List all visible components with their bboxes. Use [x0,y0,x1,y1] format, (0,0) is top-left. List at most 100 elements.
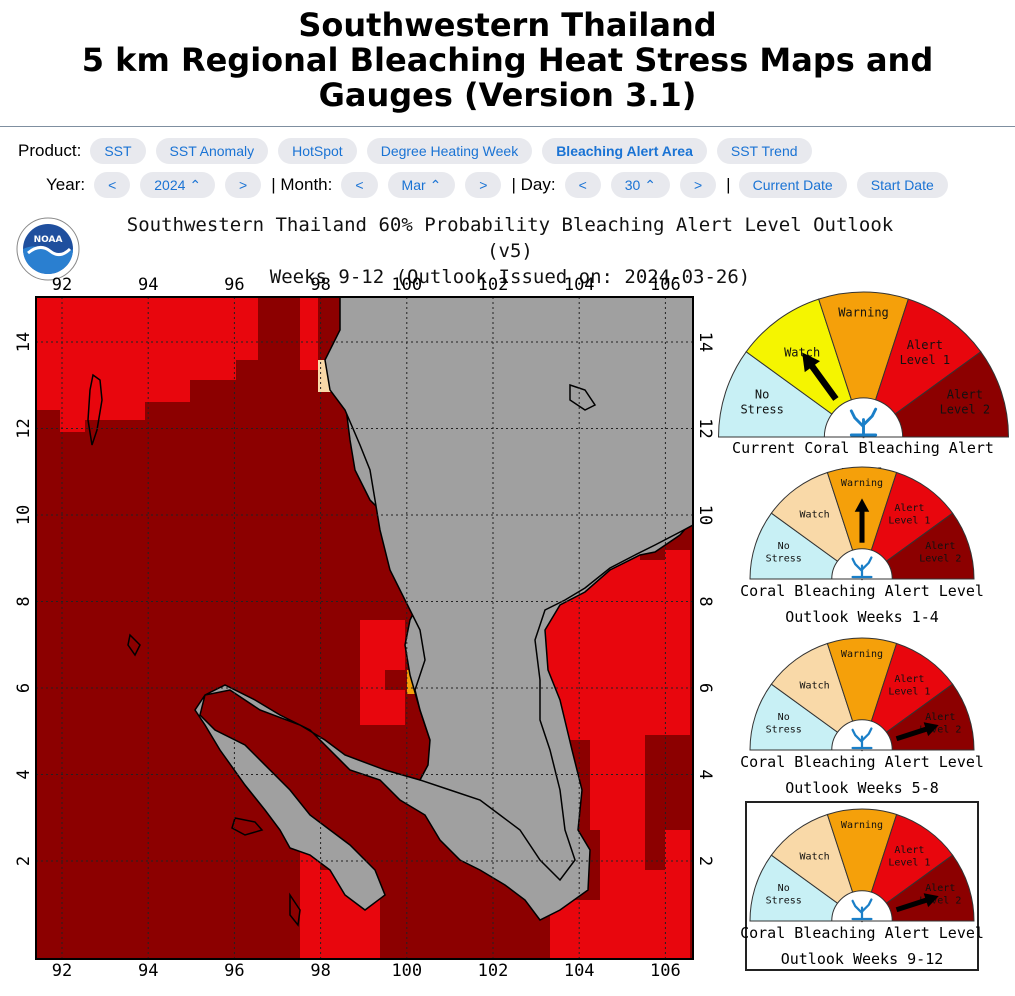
lon-tick-label-bottom: 106 [650,961,681,981]
product-label: Product: [18,141,82,160]
lat-tick-label-right: 12 [695,418,715,438]
gauge-segment-alert-level-1 [862,298,982,439]
gauge-label-alert-level-2: Level 2 [940,403,991,417]
gauge-label-watch: Watch [800,680,830,691]
map-title-line-2: Weeks 9-12 (Outlook Issued on: 2024-03-2… [269,266,751,288]
gauge-label-watch: Watch [800,851,830,862]
lon-tick-label-top: 102 [478,275,509,295]
gauge-arrow [854,498,870,543]
coral-icon [849,407,878,437]
lon-tick-label-bottom: 92 [52,961,72,981]
year-prev-button[interactable]: < [94,172,131,198]
gauge-label-alert-level-1: Alert [894,503,924,514]
day-select[interactable]: 30 ⌃ [610,172,670,198]
longitude-ticks-bottom: 92 94 96 98 100 102 104 106 [52,961,681,981]
lon-tick-label-bottom: 100 [391,961,422,981]
gauge-outlook-5-8-caption: Coral Bleaching Alert Level Outlook Week… [740,749,984,801]
month-select[interactable]: Mar ⌃ [387,172,456,198]
gauge-center [831,890,893,922]
gauge-label-no-stress: Stress [740,403,783,417]
map-title-line-1: Southwestern Thailand 60% Probability Bl… [126,214,894,262]
lon-tick-label-top: 92 [52,275,72,295]
product-dhw-button[interactable]: Degree Heating Week [366,138,533,164]
coral-icon [851,727,873,750]
month-label: | Month: [271,175,333,194]
lat-tick-label-left: 2 [14,856,34,866]
lat-tick-label-left: 14 [14,332,34,352]
gauge-label-no-stress: No [778,712,790,723]
title-line-3: Gauges (Version 3.1) [318,76,697,114]
lon-tick-label-bottom: 94 [138,961,158,981]
year-next-button[interactable]: > [225,172,262,198]
gauge-label-no-stress: Stress [766,725,802,736]
select-arrows-icon: ⌃ [429,177,442,193]
lat-tick-label-right: 8 [695,596,715,606]
gauge-label-alert-level-2: Alert [947,388,983,402]
longitude-ticks-top: 92 94 96 98 100 102 104 106 [52,275,681,295]
gauge-arrow [895,722,939,742]
noaa-logo: NOAA [16,217,80,281]
current-date-button[interactable]: Current Date [738,172,847,198]
gauge-label-alert-level-1: Alert [894,674,924,685]
gauge-center [831,719,893,751]
latitude-ticks-right: 14 12 10 8 6 4 2 [695,332,715,866]
gauge-outlook-5-8-caption-line-1: Coral Bleaching Alert Level [740,753,984,771]
gauge-label-watch: Watch [784,346,820,360]
gauge-label-alert-level-1: Alert [907,338,943,352]
lat-tick-label-right: 14 [695,332,715,352]
product-sst-anomaly-button[interactable]: SST Anomaly [155,138,269,164]
lon-tick-label-bottom: 102 [478,961,509,981]
month-prev-button[interactable]: < [341,172,378,198]
select-arrows-icon: ⌃ [189,177,202,193]
product-baa-button[interactable]: Bleaching Alert Area [542,138,707,164]
bleaching-alert-map: 92 94 96 98 100 102 104 106 92 94 96 98 100 102 104 10… [14,275,715,981]
lon-tick-label-bottom: 104 [564,961,595,981]
gauge-label-no-stress: Stress [766,896,802,907]
gauge-outlook-9-12-caption-line-1: Coral Bleaching Alert Level [740,924,984,942]
year-select[interactable]: 2024 ⌃ [140,172,216,198]
gauge-outlook-1-4-caption: Coral Bleaching Alert Level Outlook Week… [740,578,984,630]
gauge-outlook-9-12-caption: Coral Bleaching Alert Level Outlook Week… [740,920,984,972]
gauge-label-alert-level-1: Level 1 [888,516,930,527]
selected-outlook-box [745,801,979,971]
lon-tick-label-top: 100 [391,275,422,295]
gauge-label-alert-level-2: Alert [925,541,955,552]
gauge-outlook-5-8-caption-line-2: Outlook Weeks 5-8 [785,779,939,797]
product-sst-button[interactable]: SST [90,138,146,164]
coral-icon [851,898,873,921]
product-hotspot-button[interactable]: HotSpot [278,138,357,164]
month-next-button[interactable]: > [465,172,502,198]
lon-tick-label-top: 96 [224,275,244,295]
lat-tick-label-left: 12 [14,418,34,438]
lat-tick-label-left: 10 [14,505,34,525]
gauge-label-warning: Warning [841,649,883,660]
header-divider [0,126,1015,127]
start-date-button[interactable]: Start Date [856,172,948,198]
gauge-segment-alert-level-2 [860,683,975,751]
lon-tick-label-top: 106 [650,275,681,295]
day-next-button[interactable]: > [679,172,717,198]
gauge-label-alert-level-1: Level 1 [888,687,930,698]
gauge-outlook-9-12-caption-line-2: Outlook Weeks 9-12 [780,950,944,968]
gauge-outlook-1-4: No Stress Watch Warning Alert Level 1 Alert Lev… [749,466,975,581]
lat-tick-label-right: 6 [695,683,715,693]
gauge-label-no-stress: No [778,541,790,552]
gauge-label-warning: Warning [838,306,889,320]
lon-tick-label-top: 104 [564,275,595,295]
gauge-label-alert-level-1: Alert [894,845,924,856]
lon-tick-label-top: 94 [138,275,158,295]
lat-tick-label-right: 4 [695,769,715,779]
gauge-label-alert-level-2: Alert [925,712,955,723]
lat-tick-label-right: 10 [695,505,715,525]
gauge-segment-alert-level-2 [861,351,1010,438]
map-frame [35,296,694,960]
page-title: Southwestern Thailand 5 km Regional Blea… [0,8,1015,113]
product-sst-trend-button[interactable]: SST Trend [716,138,812,164]
gauge-segment-warning [818,291,909,439]
gauge-label-watch: Watch [800,509,830,520]
gauge-outlook-1-4-caption-line-2: Outlook Weeks 1-4 [785,608,939,626]
day-prev-button[interactable]: < [564,172,601,198]
gauge-label-alert-level-2: Level 2 [919,896,961,907]
select-arrows-icon: ⌃ [644,177,656,193]
